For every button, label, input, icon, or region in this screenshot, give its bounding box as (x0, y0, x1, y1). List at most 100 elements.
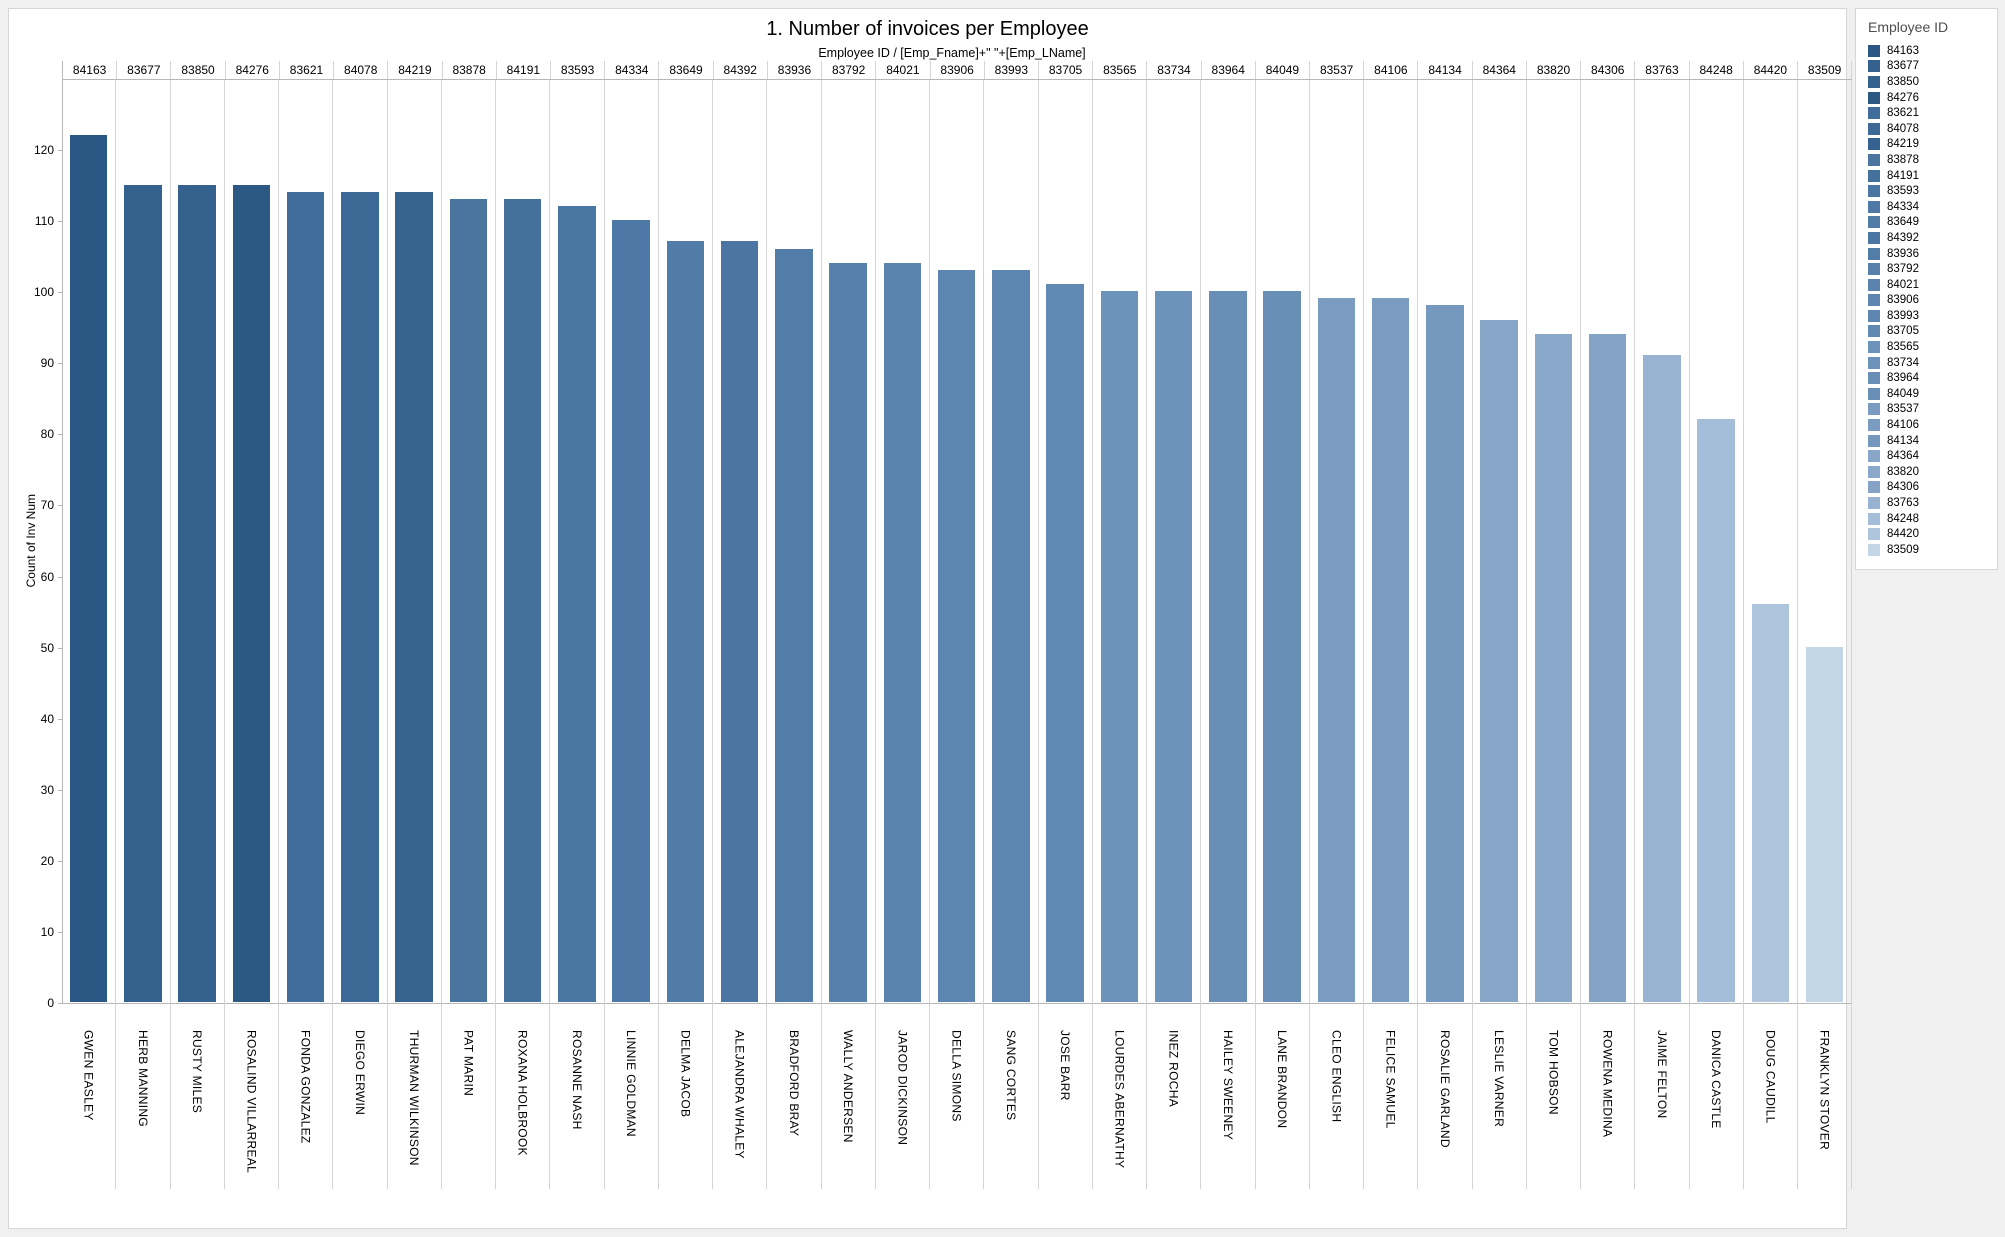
column-header-employee-id[interactable]: 84134 (1418, 61, 1473, 79)
invoice-count-bar[interactable] (829, 263, 867, 1002)
employee-name-label[interactable]: THURMAN WILKINSON (407, 1030, 422, 1166)
employee-name-label[interactable]: SANG CORTES (1003, 1030, 1018, 1121)
legend-item[interactable]: 83850 (1868, 74, 1997, 90)
legend-item[interactable]: 83820 (1868, 464, 1997, 480)
invoice-count-bar[interactable] (720, 241, 759, 1002)
column-header-employee-id[interactable]: 83677 (117, 61, 172, 79)
legend-item[interactable]: 84106 (1868, 417, 1997, 433)
employee-name-label[interactable]: LANE BRANDON (1275, 1030, 1290, 1129)
invoice-count-bar[interactable] (1588, 334, 1627, 1002)
column-header-employee-id[interactable]: 84420 (1744, 61, 1798, 79)
column-header-employee-id[interactable]: 83850 (171, 61, 226, 79)
legend-item[interactable]: 83621 (1868, 105, 1997, 121)
legend-item[interactable]: 83964 (1868, 370, 1997, 386)
legend-item[interactable]: 83936 (1868, 246, 1997, 262)
invoice-count-bar[interactable] (232, 185, 270, 1002)
legend-item[interactable]: 84078 (1868, 121, 1997, 137)
invoice-count-bar[interactable] (666, 241, 704, 1002)
invoice-count-bar[interactable] (1751, 604, 1789, 1002)
employee-name-label[interactable]: ROXANA HOLBROOK (515, 1030, 530, 1156)
legend-item[interactable]: 84219 (1868, 137, 1997, 153)
invoice-count-bar[interactable] (1480, 320, 1518, 1002)
invoice-count-bar[interactable] (178, 185, 216, 1002)
invoice-count-bar[interactable] (124, 185, 162, 1002)
invoice-count-bar[interactable] (1100, 291, 1138, 1002)
column-header-employee-id[interactable]: 83537 (1310, 61, 1365, 79)
employee-name-label[interactable]: PAT MARIN (461, 1030, 476, 1097)
legend-item[interactable]: 83906 (1868, 293, 1997, 309)
invoice-count-bar[interactable] (341, 192, 379, 1002)
legend-item[interactable]: 83705 (1868, 324, 1997, 340)
column-header-employee-id[interactable]: 83649 (659, 61, 714, 79)
invoice-count-bar[interactable] (1046, 284, 1084, 1002)
invoice-count-bar[interactable] (1426, 305, 1464, 1002)
column-header-employee-id[interactable]: 83964 (1202, 61, 1256, 79)
employee-name-label[interactable]: DELLA SIMONS (949, 1030, 964, 1122)
legend-item[interactable]: 84276 (1868, 90, 1997, 106)
column-header-employee-id[interactable]: 83906 (931, 61, 985, 79)
employee-name-label[interactable]: WALLY ANDERSEN (841, 1030, 856, 1143)
employee-name-label[interactable]: ROWENA MEDINA (1600, 1030, 1615, 1138)
legend-item[interactable]: 84163 (1868, 43, 1997, 59)
legend-item[interactable]: 84364 (1868, 448, 1997, 464)
invoice-count-bar[interactable] (1154, 291, 1193, 1002)
employee-name-label[interactable]: JAROD DICKINSON (895, 1030, 910, 1146)
invoice-count-bar[interactable] (937, 270, 976, 1002)
invoice-count-bar[interactable] (1805, 647, 1844, 1002)
column-header-employee-id[interactable]: 84248 (1690, 61, 1744, 79)
employee-name-label[interactable]: HAILEY SWEENEY (1220, 1030, 1235, 1141)
column-header-employee-id[interactable]: 83565 (1093, 61, 1148, 79)
employee-name-label[interactable]: DANICA CASTLE (1709, 1030, 1724, 1129)
legend-item[interactable]: 84334 (1868, 199, 1997, 215)
employee-name-label[interactable]: ROSALIE GARLAND (1437, 1030, 1452, 1148)
legend-item[interactable]: 83593 (1868, 183, 1997, 199)
employee-name-label[interactable]: JAIME FELTON (1654, 1030, 1669, 1119)
column-header-employee-id[interactable]: 83792 (822, 61, 877, 79)
invoice-count-bar[interactable] (1697, 419, 1735, 1002)
invoice-count-bar[interactable] (1371, 298, 1410, 1002)
column-header-employee-id[interactable]: 83705 (1039, 61, 1094, 79)
employee-name-label[interactable]: JOSE BARR (1058, 1030, 1073, 1101)
column-header-employee-id[interactable]: 83593 (551, 61, 606, 79)
column-header-employee-id[interactable]: 83993 (985, 61, 1039, 79)
employee-name-label[interactable]: DIEGO ERWIN (352, 1030, 367, 1116)
column-header-employee-id[interactable]: 84392 (714, 61, 768, 79)
legend-item[interactable]: 83792 (1868, 261, 1997, 277)
employee-name-label[interactable]: LESLIE VARNER (1492, 1030, 1507, 1128)
column-header-employee-id[interactable]: 84306 (1581, 61, 1636, 79)
legend-item[interactable]: 84248 (1868, 511, 1997, 527)
legend-item[interactable]: 83878 (1868, 152, 1997, 168)
employee-name-label[interactable]: TOM HOBSON (1546, 1030, 1561, 1115)
invoice-count-bar[interactable] (612, 220, 650, 1002)
employee-name-label[interactable]: BRADFORD BRAY (786, 1030, 801, 1137)
employee-name-label[interactable]: FRANKLYN STOVER (1817, 1030, 1832, 1151)
column-header-employee-id[interactable]: 83734 (1147, 61, 1202, 79)
legend-item[interactable]: 84049 (1868, 386, 1997, 402)
legend-item[interactable]: 84392 (1868, 230, 1997, 246)
invoice-count-bar[interactable] (1317, 298, 1355, 1002)
legend-item[interactable]: 83565 (1868, 339, 1997, 355)
employee-name-label[interactable]: LOURDES ABERNATHY (1112, 1030, 1127, 1169)
column-header-employee-id[interactable]: 83621 (280, 61, 335, 79)
column-header-employee-id[interactable]: 83820 (1527, 61, 1582, 79)
invoice-count-bar[interactable] (395, 192, 433, 1002)
employee-name-label[interactable]: FELICE SAMUEL (1383, 1030, 1398, 1129)
legend-item[interactable]: 83734 (1868, 355, 1997, 371)
employee-name-label[interactable]: ROSALIND VILLARREAL (244, 1030, 259, 1174)
legend-item[interactable]: 84191 (1868, 168, 1997, 184)
column-header-employee-id[interactable]: 84106 (1364, 61, 1419, 79)
column-header-employee-id[interactable]: 84078 (334, 61, 389, 79)
invoice-count-bar[interactable] (1263, 291, 1301, 1002)
employee-name-label[interactable]: DELMA JACOB (678, 1030, 693, 1118)
invoice-count-bar[interactable] (1209, 291, 1247, 1002)
invoice-count-bar[interactable] (558, 206, 596, 1002)
legend-item[interactable]: 84134 (1868, 433, 1997, 449)
column-header-employee-id[interactable]: 84191 (497, 61, 551, 79)
column-header-employee-id[interactable]: 83936 (768, 61, 823, 79)
employee-name-label[interactable]: RUSTY MILES (190, 1030, 205, 1114)
employee-name-label[interactable]: HERB MANNING (135, 1030, 150, 1127)
invoice-count-bar[interactable] (449, 199, 487, 1002)
column-header-employee-id[interactable]: 84049 (1256, 61, 1311, 79)
employee-name-label[interactable]: CLEO ENGLISH (1329, 1030, 1344, 1123)
employee-name-label[interactable]: ALEJANDRA WHALEY (732, 1030, 747, 1159)
